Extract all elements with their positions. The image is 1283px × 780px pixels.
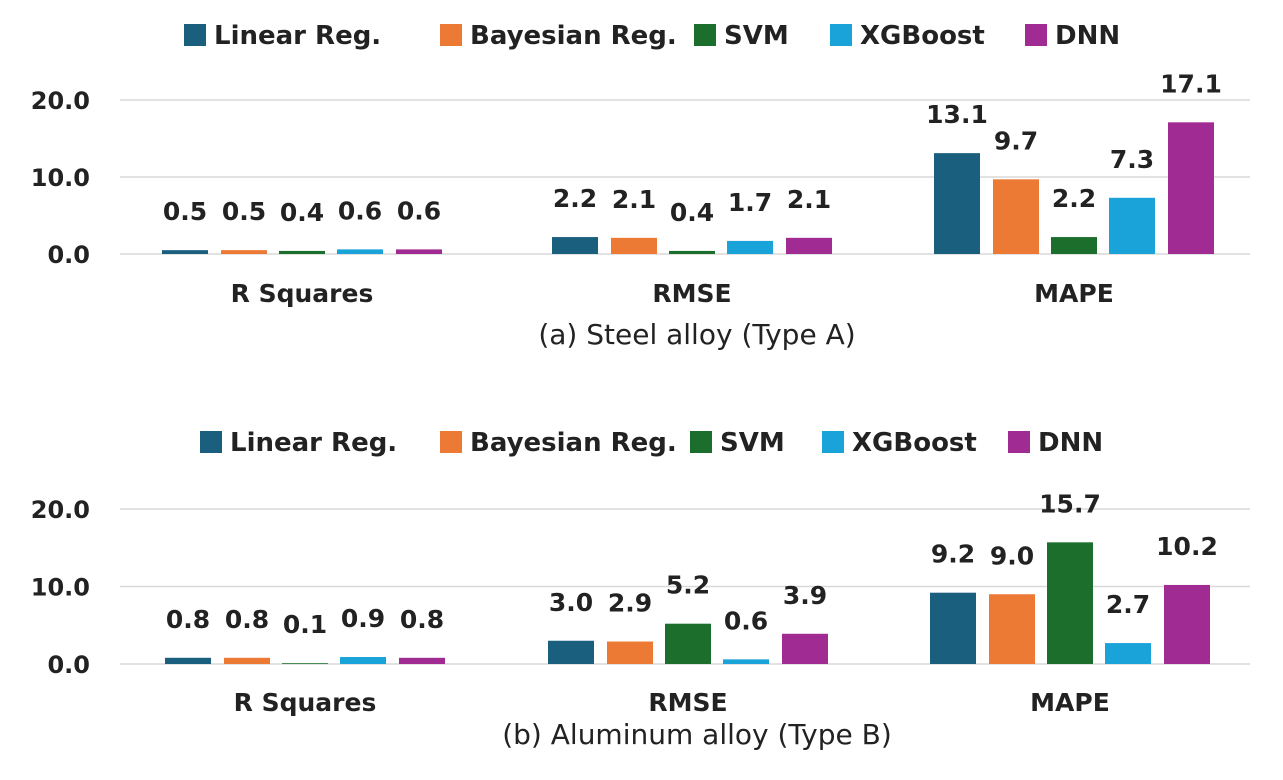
bar-r-squares-bayesian-reg (224, 657, 270, 664)
bar-mape-dnn (1168, 122, 1214, 254)
bar-r-squares-svm (279, 250, 325, 254)
legend-swatch-bayesian-reg (440, 24, 462, 46)
legend-label-bayesian-reg: Bayesian Reg. (470, 428, 677, 458)
y-tick-label: 10.0 (31, 164, 90, 192)
data-label-mape-dnn: 10.2 (1156, 532, 1218, 561)
data-label-r-squares-dnn: 0.8 (400, 605, 444, 634)
category-label-mape: MAPE (1034, 279, 1114, 308)
legend-label-svm: SVM (720, 428, 785, 458)
bar-mape-linear-reg (934, 153, 980, 254)
bar-mape-xgboost (1109, 197, 1155, 254)
bar-rmse-linear-reg (552, 237, 598, 254)
bar-r-squares-xgboost (340, 657, 386, 664)
bar-mape-bayesian-reg (993, 179, 1039, 254)
data-label-mape-linear-reg: 9.2 (931, 540, 975, 569)
legend-label-linear-reg: Linear Reg. (230, 428, 397, 458)
category-label-rmse: RMSE (652, 279, 731, 308)
legend-swatch-xgboost (830, 24, 852, 46)
data-label-rmse-bayesian-reg: 2.1 (612, 185, 656, 214)
bar-rmse-svm (665, 623, 711, 664)
data-label-rmse-linear-reg: 3.0 (549, 588, 593, 617)
legend-swatch-dnn (1025, 24, 1047, 46)
bar-rmse-linear-reg (548, 640, 594, 664)
legend-swatch-dnn (1008, 431, 1030, 453)
y-tick-label: 0.0 (47, 241, 90, 269)
data-label-r-squares-svm: 0.4 (280, 198, 324, 227)
bar-r-squares-bayesian-reg (221, 250, 267, 254)
bar-rmse-svm (669, 250, 715, 254)
data-label-rmse-dnn: 3.9 (783, 581, 827, 610)
bar-rmse-xgboost (727, 240, 773, 254)
data-label-r-squares-linear-reg: 0.8 (166, 605, 210, 634)
data-label-mape-bayesian-reg: 9.0 (990, 541, 1034, 570)
legend-label-dnn: DNN (1055, 21, 1120, 51)
legend-label-linear-reg: Linear Reg. (214, 21, 381, 51)
bar-rmse-bayesian-reg (611, 237, 657, 254)
y-tick-label: 20.0 (31, 496, 90, 524)
data-label-r-squares-bayesian-reg: 0.5 (222, 197, 266, 226)
data-label-r-squares-linear-reg: 0.5 (163, 197, 207, 226)
data-label-rmse-linear-reg: 2.2 (553, 184, 597, 213)
bar-mape-xgboost (1105, 643, 1151, 664)
bar-r-squares-dnn (399, 657, 445, 664)
bar-r-squares-linear-reg (162, 250, 208, 254)
data-label-r-squares-bayesian-reg: 0.8 (225, 605, 269, 634)
y-tick-label: 0.0 (47, 651, 90, 679)
data-label-mape-svm: 15.7 (1039, 489, 1101, 518)
data-label-r-squares-xgboost: 0.9 (341, 604, 385, 633)
data-label-mape-dnn: 17.1 (1160, 69, 1222, 98)
y-tick-label: 20.0 (31, 87, 90, 115)
data-label-rmse-dnn: 2.1 (787, 185, 831, 214)
bar-r-squares-xgboost (337, 249, 383, 254)
panel-a-steel-alloy: Linear Reg. Bayesian Reg. SVM XGBoost DNN 0.0… (31, 21, 1250, 351)
data-label-r-squares-dnn: 0.6 (397, 196, 441, 225)
data-label-rmse-xgboost: 0.6 (724, 606, 768, 635)
bar-mape-svm (1051, 237, 1097, 254)
data-label-r-squares-svm: 0.1 (283, 610, 327, 639)
data-label-mape-svm: 2.2 (1052, 184, 1096, 213)
data-label-rmse-svm: 0.4 (670, 198, 714, 227)
legend-swatch-bayesian-reg (440, 431, 462, 453)
bar-r-squares-linear-reg (165, 657, 211, 664)
bar-mape-svm (1047, 542, 1093, 664)
category-label-r-squares: R Squares (234, 688, 377, 717)
legend-swatch-svm (690, 431, 712, 453)
legend-swatch-xgboost (822, 431, 844, 453)
category-label-r-squares: R Squares (231, 279, 374, 308)
bar-rmse-dnn (786, 237, 832, 254)
legend-swatch-linear-reg (200, 431, 222, 453)
bar-r-squares-svm (282, 663, 328, 664)
bar-rmse-dnn (782, 633, 828, 664)
bar-mape-bayesian-reg (989, 594, 1035, 664)
data-label-rmse-xgboost: 1.7 (728, 188, 772, 217)
data-label-mape-bayesian-reg: 9.7 (994, 126, 1038, 155)
bar-mape-linear-reg (930, 592, 976, 664)
bar-mape-dnn (1164, 584, 1210, 664)
legend-label-xgboost: XGBoost (860, 21, 985, 51)
bar-rmse-bayesian-reg (607, 641, 653, 664)
legend-label-svm: SVM (724, 21, 789, 51)
data-label-r-squares-xgboost: 0.6 (338, 196, 382, 225)
data-label-rmse-bayesian-reg: 2.9 (608, 589, 652, 618)
legend-label-xgboost: XGBoost (852, 428, 977, 458)
panel-caption: (b) Aluminum alloy (Type B) (502, 718, 892, 751)
panel-b-aluminum-alloy: Linear Reg. Bayesian Reg. SVM XGBoost DNN 0.0… (31, 428, 1250, 751)
legend-label-dnn: DNN (1038, 428, 1103, 458)
category-label-rmse: RMSE (648, 688, 727, 717)
panel-caption: (a) Steel alloy (Type A) (538, 318, 855, 351)
y-tick-label: 10.0 (31, 574, 90, 602)
data-label-mape-xgboost: 2.7 (1106, 590, 1150, 619)
data-label-mape-xgboost: 7.3 (1110, 145, 1154, 174)
legend-label-bayesian-reg: Bayesian Reg. (470, 21, 677, 51)
data-label-rmse-svm: 5.2 (666, 571, 710, 600)
legend-swatch-linear-reg (184, 24, 206, 46)
category-label-mape: MAPE (1030, 688, 1110, 717)
legend-swatch-svm (694, 24, 716, 46)
bar-rmse-xgboost (723, 659, 769, 664)
bar-r-squares-dnn (396, 249, 442, 254)
data-label-mape-linear-reg: 13.1 (926, 100, 988, 129)
